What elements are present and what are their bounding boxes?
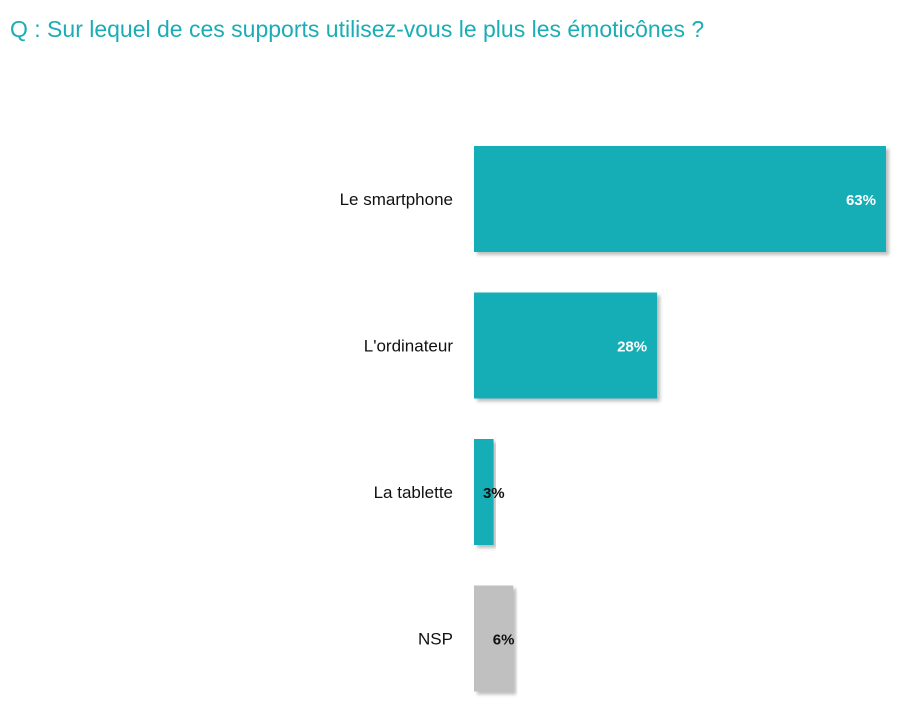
bar-la-tablette (474, 439, 494, 545)
value-label-le-smartphone: 63% (846, 192, 876, 209)
value-label-nsp: 6% (493, 632, 515, 649)
labels-layer: Le smartphone 63% L'ordinateur 28% La tablet… (340, 190, 876, 649)
bar-le-smartphone (474, 146, 886, 252)
question-title: Q : Sur lequel de ces supports utilisez-… (10, 16, 705, 42)
bars-layer (474, 146, 886, 692)
bar-nsp (474, 585, 514, 692)
category-label-le-smartphone: Le smartphone (340, 190, 453, 209)
value-label-l-ordinateur: 28% (617, 339, 647, 356)
category-label-l-ordinateur: L'ordinateur (364, 337, 454, 356)
category-label-la-tablette: La tablette (374, 483, 453, 502)
category-label-nsp: NSP (418, 630, 453, 649)
value-label-la-tablette: 3% (483, 485, 505, 502)
bar-l-ordinateur (474, 292, 658, 399)
